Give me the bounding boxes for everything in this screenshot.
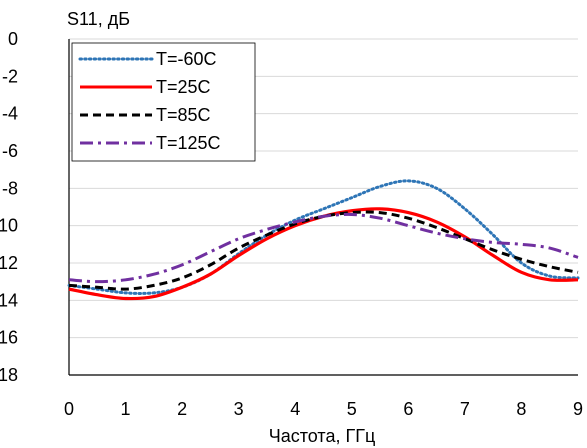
y-tick-label: -2	[2, 66, 18, 86]
x-tick-label: 5	[347, 399, 357, 419]
legend: T=-60C T=25C T=85C T=125C	[71, 42, 256, 162]
y-tick-label: -12	[0, 253, 18, 273]
y-tick-label: -10	[0, 216, 18, 236]
legend-label: T=125C	[156, 133, 221, 153]
x-tick-label: 1	[121, 399, 131, 419]
y-tick-label: -8	[2, 178, 18, 198]
y-axis-label: S11, дБ	[67, 9, 130, 29]
y-tick-labels: 0 -2 -4 -6 -8 -10 -12 -14 -16 -18	[0, 29, 18, 385]
x-tick-label: 6	[403, 399, 413, 419]
x-tick-label: 9	[573, 399, 583, 419]
y-tick-label: -4	[2, 104, 18, 124]
x-tick-label: 7	[460, 399, 470, 419]
y-tick-label: -18	[0, 365, 18, 385]
legend-label: T=-60C	[156, 49, 217, 69]
legend-label: T=25C	[156, 77, 211, 97]
series-line-t-85c	[68, 210, 579, 291]
x-axis-label: Частота, ГГц	[269, 426, 376, 446]
y-tick-label: 0	[8, 29, 18, 49]
y-tick-label: -16	[0, 328, 18, 348]
series-lines	[67, 179, 580, 301]
series-line-t-25c	[68, 207, 579, 301]
x-tick-label: 0	[64, 399, 74, 419]
x-tick-label: 2	[177, 399, 187, 419]
series-line-t-60c	[67, 179, 580, 295]
x-tick-labels: 0 1 2 3 4 5 6 7 8 9	[64, 399, 583, 419]
x-tick-label: 4	[290, 399, 300, 419]
series-line-t-125c	[68, 212, 579, 284]
axes	[68, 39, 578, 376]
y-tick-label: -6	[2, 141, 18, 161]
legend-box	[71, 42, 256, 162]
legend-label: T=85C	[156, 105, 211, 125]
x-tick-label: 3	[234, 399, 244, 419]
x-tick-label: 8	[516, 399, 526, 419]
y-tick-label: -14	[0, 290, 18, 310]
